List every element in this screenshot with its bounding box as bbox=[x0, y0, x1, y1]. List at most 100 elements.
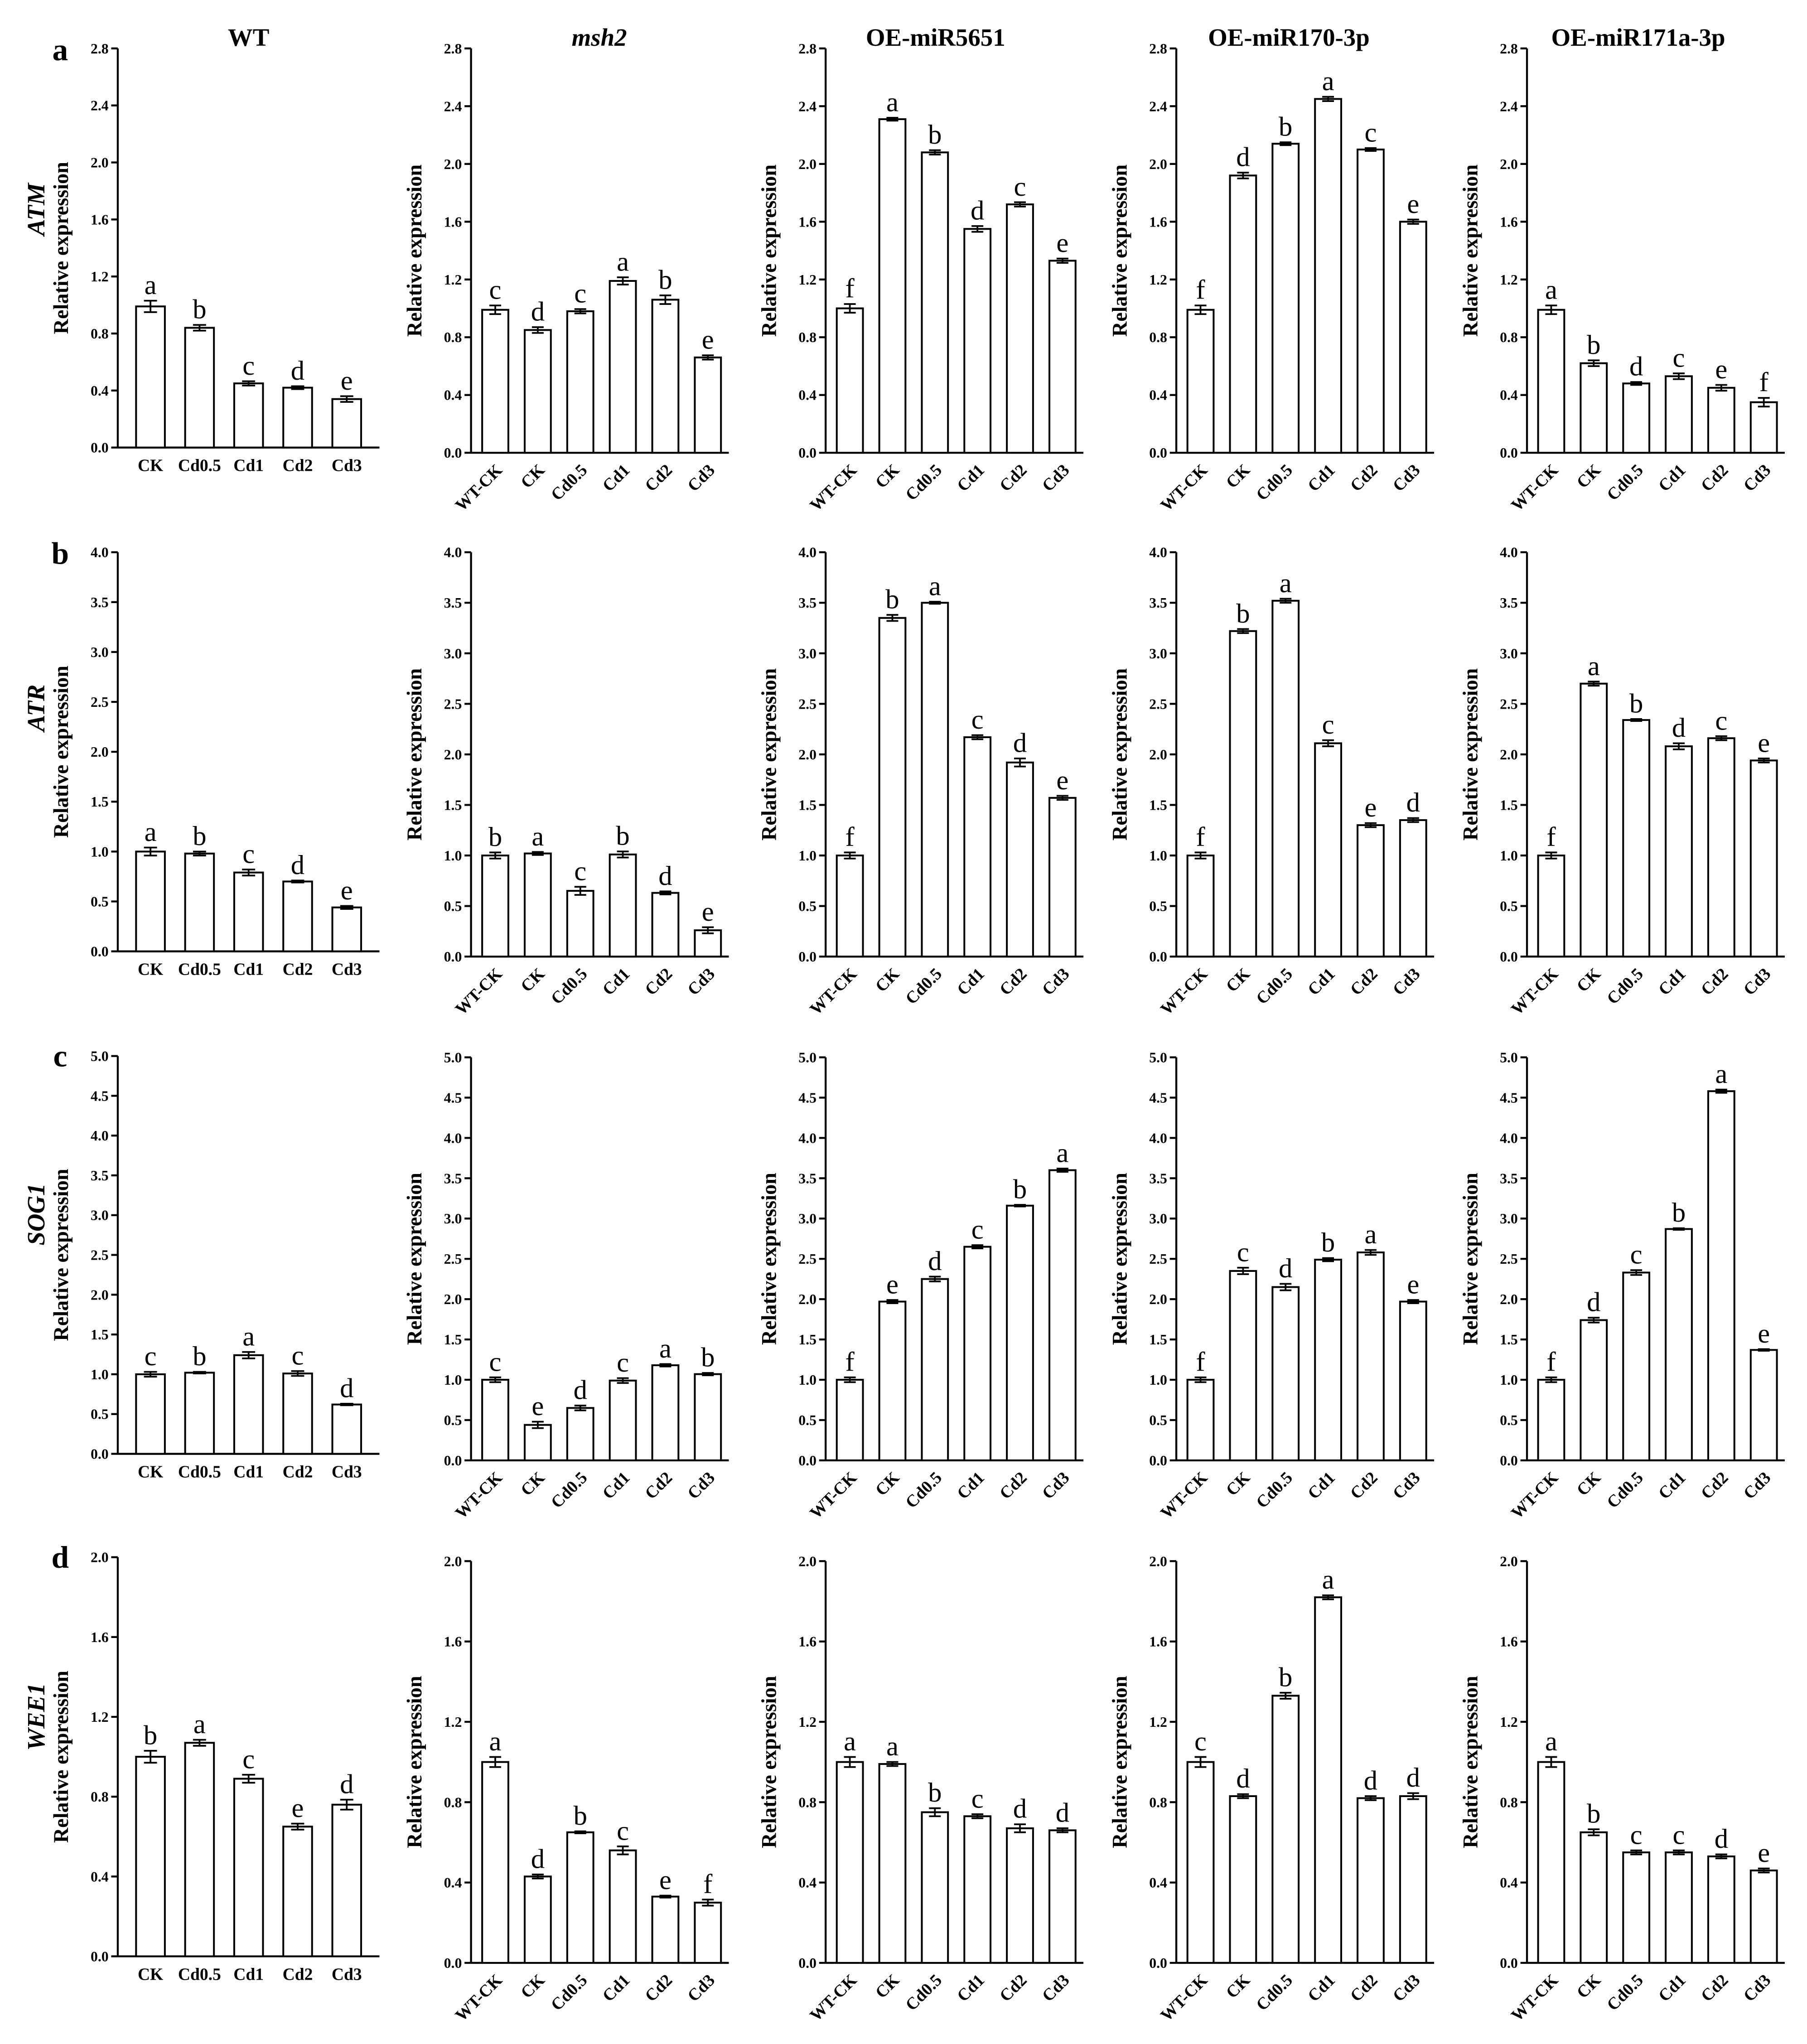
y-tick-label: 0.5 bbox=[798, 899, 817, 914]
significance-letter: b bbox=[1236, 599, 1250, 629]
x-tick-label: Cd3 bbox=[332, 457, 362, 475]
chart-sog1-msh2: Relative expression 0.0 0.5 1.0 1.5 2.0 2.5 3.0… bbox=[403, 1049, 729, 1522]
error-bar bbox=[886, 614, 899, 622]
chart-atr-msh2: Relative expression 0.0 0.5 1.0 1.5 2.0 2.5 3.0… bbox=[403, 545, 729, 1019]
y-tick-label: 1.5 bbox=[1500, 797, 1518, 813]
y-tick-label: 1.5 bbox=[1149, 1332, 1167, 1348]
error-bar bbox=[1630, 718, 1643, 722]
y-tick-label: 0.0 bbox=[1149, 445, 1167, 461]
x-tick-label: WT-CK bbox=[452, 461, 506, 515]
y-tick-label: 2.0 bbox=[91, 155, 109, 170]
error-bar bbox=[1715, 384, 1727, 392]
bar bbox=[963, 228, 992, 454]
y-tick-label: 3.0 bbox=[444, 1211, 462, 1227]
bar bbox=[609, 280, 637, 454]
x-tick-label: Cd1 bbox=[1655, 1971, 1690, 2005]
significance-letter: a bbox=[531, 821, 544, 852]
y-tick-label: 2.0 bbox=[1500, 747, 1518, 763]
bar bbox=[184, 1742, 215, 1957]
significance-letter: e bbox=[1056, 765, 1068, 796]
y-tick-label: 1.5 bbox=[798, 1332, 817, 1348]
x-tick-label: Cd3 bbox=[332, 1965, 362, 1984]
x-tick-label: Cd0.5 bbox=[547, 965, 591, 1008]
significance-letter: c bbox=[242, 1744, 255, 1774]
x-tick-label: WT-CK bbox=[807, 965, 860, 1019]
bar bbox=[481, 1379, 509, 1461]
bar bbox=[1271, 1695, 1300, 1964]
bar bbox=[184, 327, 215, 449]
bar bbox=[1314, 742, 1342, 958]
error-bar bbox=[971, 734, 984, 740]
chart-wee1-oe-mir170-3p: Relative expression 0.0 0.4 0.8 1.2 1.6 2.0 c WT… bbox=[1108, 1553, 1434, 2025]
y-axis-label: Relative expression bbox=[403, 164, 426, 337]
error-bar bbox=[929, 1807, 941, 1817]
y-tick-label: 0.4 bbox=[444, 387, 462, 403]
y-tick-label: 3.0 bbox=[1149, 646, 1167, 662]
column-title-oe-mir170-3p: OE-miR170-3p bbox=[1208, 24, 1370, 51]
y-tick-label: 3.5 bbox=[1149, 1170, 1167, 1186]
error-bar bbox=[340, 1403, 353, 1406]
y-tick-label: 4.0 bbox=[1149, 545, 1167, 561]
y-tick-label: 4.0 bbox=[444, 1130, 462, 1146]
bar bbox=[1749, 1349, 1778, 1461]
significance-letter: a bbox=[1322, 66, 1334, 97]
chart-atm-wt: Relative expression 0.0 0.4 0.8 1.2 1.6 2.0 2.4… bbox=[49, 41, 380, 475]
error-bar bbox=[659, 294, 672, 305]
bar bbox=[1622, 1271, 1651, 1461]
y-tick-label: 2.0 bbox=[444, 1291, 462, 1307]
error-bar bbox=[886, 116, 899, 122]
error-bar bbox=[971, 1244, 984, 1249]
significance-letter: b bbox=[1587, 330, 1600, 360]
y-tick-label: 1.0 bbox=[1500, 848, 1518, 864]
significance-letter: a bbox=[489, 1726, 502, 1757]
x-tick-label: WT-CK bbox=[807, 461, 860, 515]
y-tick-label: 1.2 bbox=[1500, 272, 1518, 288]
y-axis-label: Relative expression bbox=[49, 1169, 72, 1341]
x-tick-label: Cd0.5 bbox=[178, 1965, 221, 1984]
y-tick-label: 0.0 bbox=[798, 1955, 817, 1971]
x-tick-label: Cd1 bbox=[954, 1469, 988, 1503]
y-tick-label: 1.6 bbox=[1149, 214, 1167, 230]
y-tick-label: 0.0 bbox=[1149, 1453, 1167, 1469]
x-tick-label: Cd2 bbox=[996, 965, 1031, 999]
bar bbox=[1537, 854, 1565, 958]
error-bar bbox=[1588, 1317, 1600, 1324]
bar bbox=[1537, 1379, 1565, 1461]
x-tick-label: Cd2 bbox=[283, 457, 313, 475]
y-tick-label: 2.0 bbox=[1500, 156, 1518, 172]
significance-letter: b bbox=[928, 120, 942, 150]
error-bar bbox=[971, 1813, 984, 1819]
bar bbox=[1006, 1827, 1034, 1964]
y-tick-label: 1.2 bbox=[798, 272, 817, 288]
y-tick-label: 2.5 bbox=[1149, 1251, 1167, 1267]
bar bbox=[694, 356, 722, 454]
y-tick-label: 5.0 bbox=[1500, 1049, 1518, 1065]
error-bar bbox=[659, 890, 672, 895]
x-tick-label: Cd1 bbox=[1305, 1971, 1339, 2005]
significance-letter: e bbox=[886, 1270, 899, 1300]
y-axis-label: Relative expression bbox=[49, 1671, 72, 1843]
error-bar bbox=[617, 276, 629, 285]
y-tick-label: 5.0 bbox=[444, 1049, 462, 1065]
y-tick-label: 2.5 bbox=[1500, 696, 1518, 712]
y-tick-label: 3.5 bbox=[444, 595, 462, 611]
bar bbox=[184, 852, 215, 952]
bar bbox=[282, 1372, 313, 1455]
y-tick-label: 4.0 bbox=[91, 1128, 109, 1144]
y-tick-label: 0.4 bbox=[444, 1875, 462, 1891]
y-tick-label: 0.4 bbox=[1500, 387, 1518, 403]
error-bar bbox=[1407, 1299, 1419, 1304]
error-bar bbox=[1056, 795, 1068, 801]
significance-letter: a bbox=[1588, 651, 1600, 681]
significance-letter: f bbox=[846, 274, 855, 304]
x-tick-label: Cd1 bbox=[233, 457, 264, 475]
significance-letter: e bbox=[341, 366, 353, 396]
y-tick-label: 1.2 bbox=[444, 272, 462, 288]
bar bbox=[1229, 1270, 1257, 1461]
significance-letter: d bbox=[1406, 1763, 1420, 1793]
y-tick-label: 2.0 bbox=[1149, 156, 1167, 172]
bar bbox=[1399, 1300, 1427, 1461]
y-tick-label: 2.8 bbox=[91, 41, 109, 57]
y-tick-label: 4.0 bbox=[1149, 1130, 1167, 1146]
y-axis-label: Relative expression bbox=[1459, 1173, 1482, 1345]
